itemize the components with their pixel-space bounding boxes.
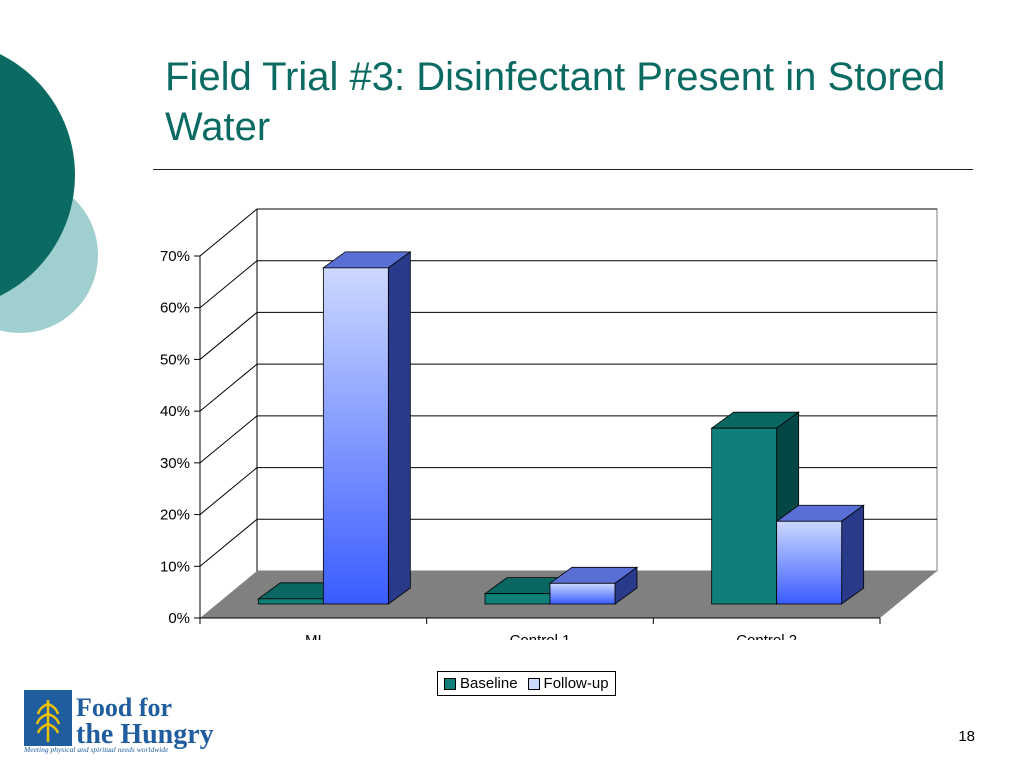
legend-swatch-baseline bbox=[444, 678, 456, 690]
gridline-side bbox=[200, 209, 257, 256]
x-tick-label: Control 2 bbox=[736, 632, 797, 640]
page-number: 18 bbox=[935, 728, 975, 745]
gridline-side bbox=[200, 468, 257, 515]
y-tick-label: 60% bbox=[160, 300, 190, 317]
bar-front bbox=[323, 268, 388, 604]
food-for-the-hungry-logo: Food for the Hungry Meeting physical and… bbox=[24, 690, 229, 754]
legend-label-baseline: Baseline bbox=[460, 675, 518, 692]
y-tick-label: 50% bbox=[160, 351, 190, 368]
y-tick-label: 40% bbox=[160, 403, 190, 420]
decorative-circles bbox=[0, 0, 140, 420]
bar-front bbox=[777, 521, 842, 604]
bar-follow-up-mi bbox=[323, 252, 410, 604]
y-tick-label: 30% bbox=[160, 455, 190, 472]
bar-front bbox=[258, 599, 323, 604]
y-tick-label: 70% bbox=[160, 248, 190, 265]
legend-swatch-followup bbox=[528, 678, 540, 690]
bar-follow-up-control-2 bbox=[777, 505, 864, 604]
bar-chart: 0% 10% 20% 30% 40% 50% 60% 70% MI Control 1 Contro… bbox=[140, 200, 960, 640]
y-tick-label: 20% bbox=[160, 507, 190, 524]
chart-legend: Baseline Follow-up bbox=[437, 671, 616, 696]
title-divider bbox=[153, 169, 973, 170]
legend-item-followup: Follow-up bbox=[528, 675, 609, 692]
bar-side bbox=[842, 505, 864, 604]
gridline-side bbox=[200, 364, 257, 411]
legend-item-baseline: Baseline bbox=[444, 675, 518, 692]
logo-tagline: Meeting physical and spiritual needs wor… bbox=[24, 745, 169, 754]
gridline-side bbox=[200, 312, 257, 359]
x-tick-label: Control 1 bbox=[510, 632, 571, 640]
gridline-side bbox=[200, 519, 257, 566]
x-tick-label: MI bbox=[305, 632, 322, 640]
legend-label-followup: Follow-up bbox=[544, 675, 609, 692]
y-tick-label: 0% bbox=[168, 610, 190, 627]
bar-front bbox=[550, 583, 615, 604]
gridline-side bbox=[200, 416, 257, 463]
bar-front bbox=[485, 594, 550, 604]
y-tick-label: 10% bbox=[160, 558, 190, 575]
logo-text-line1: Food for bbox=[76, 693, 172, 722]
bar-front bbox=[712, 428, 777, 604]
gridline-side bbox=[200, 261, 257, 308]
chart-bars bbox=[258, 252, 863, 604]
bar-side bbox=[388, 252, 410, 604]
slide-title: Field Trial #3: Disinfectant Present in … bbox=[165, 52, 965, 152]
